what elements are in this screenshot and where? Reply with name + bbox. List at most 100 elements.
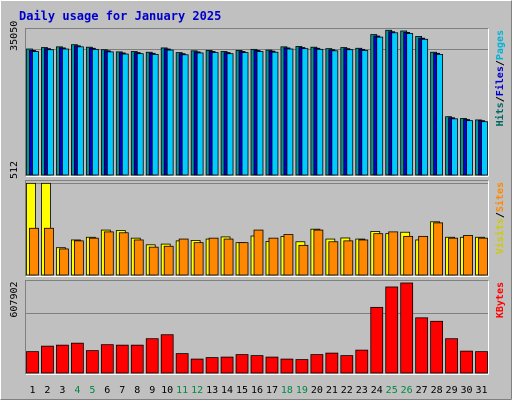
bar-kbytes-day-24: [370, 306, 384, 374]
bar-pages-day-8: [136, 53, 144, 176]
chart-title: Daily usage for January 2025: [19, 9, 221, 23]
bar-kbytes-day-30: [460, 350, 473, 374]
bar-kbytes-day-3: [56, 344, 69, 374]
x-tick-label-day-10: 10: [161, 385, 173, 396]
bar-sites-day-15: [238, 242, 249, 276]
bar-sites-day-7: [118, 232, 129, 276]
panel-bottom: 607902 KBytes: [9, 280, 506, 375]
bar-sites-day-21: [328, 241, 339, 276]
bar-kbytes-day-21: [325, 352, 339, 374]
bar-pages-day-19: [301, 48, 309, 176]
panel-bottom-frame: [25, 280, 489, 375]
bar-sites-day-29: [448, 237, 458, 276]
bar-sites-day-31: [478, 237, 488, 276]
bar-pages-day-12: [196, 52, 204, 176]
x-tick-label-day-1: 1: [29, 385, 35, 396]
bar-pages-day-18: [286, 48, 294, 176]
bar-pages-day-30: [466, 120, 473, 176]
bar-sites-day-10: [163, 245, 174, 276]
bar-sites-day-25: [388, 231, 399, 276]
x-tick-label-day-28: 28: [431, 385, 443, 396]
x-tick-label-day-22: 22: [341, 385, 353, 396]
series-label-files: Files: [494, 66, 506, 96]
bar-sites-day-12: [193, 242, 204, 276]
x-tick-label-day-24: 24: [371, 385, 383, 396]
bar-pages-day-2: [47, 49, 54, 176]
series-label-visits: Visits: [494, 218, 506, 254]
bar-kbytes-day-4: [71, 342, 84, 374]
x-tick-label-day-15: 15: [236, 385, 248, 396]
bar-sites-day-4: [74, 240, 84, 276]
x-tick-label-day-2: 2: [44, 385, 50, 396]
x-tick-label-day-3: 3: [59, 385, 65, 396]
bar-pages-day-6: [106, 51, 114, 176]
bar-kbytes-day-1: [26, 351, 39, 374]
label-separator: /: [495, 212, 506, 218]
series-label-pages: Pages: [495, 30, 506, 60]
bar-pages-day-24: [376, 36, 384, 176]
bar-kbytes-day-9: [145, 338, 159, 374]
bar-pages-day-21: [331, 50, 339, 176]
bar-kbytes-day-8: [130, 344, 144, 374]
label-separator: /: [495, 60, 506, 66]
x-tick-label-day-8: 8: [134, 385, 140, 396]
bar-sites-day-5: [88, 237, 99, 276]
bar-kbytes-day-10: [160, 334, 174, 374]
x-tick-label-day-31: 31: [475, 385, 487, 396]
panel-middle: 512 Visits/Sites: [9, 161, 506, 277]
bar-sites-day-13: [208, 237, 219, 276]
x-tick-label-day-21: 21: [326, 385, 338, 396]
bar-kbytes-day-11: [175, 353, 189, 374]
bar-sites-day-27: [418, 235, 429, 276]
bar-pages-day-25: [391, 32, 399, 176]
panel-middle-frame: [25, 180, 489, 277]
x-tick-label-day-16: 16: [251, 385, 263, 396]
bar-pages-day-15: [241, 52, 249, 176]
bar-sites-day-18: [283, 234, 294, 276]
panel-middle-series-labels: Visits/Sites: [494, 182, 506, 254]
bar-kbytes-day-26: [400, 282, 414, 374]
bar-kbytes-day-12: [190, 358, 204, 374]
panel-top-frame: [25, 28, 489, 177]
bar-sites-day-20: [313, 229, 324, 276]
bar-sites-day-6: [103, 231, 114, 276]
panel-middle-ymax-label: 512: [9, 161, 20, 179]
panel-bottom-series-labels: KBytes: [495, 282, 506, 318]
bar-kbytes-day-20: [310, 354, 324, 374]
bar-sites-day-1: [29, 227, 39, 276]
bar-kbytes-day-17: [265, 356, 279, 374]
bar-kbytes-day-28: [430, 320, 444, 374]
bar-pages-day-7: [121, 53, 129, 176]
x-tick-label-day-5: 5: [89, 385, 95, 396]
bar-sites-day-30: [463, 235, 473, 276]
series-label-hits: Hits: [494, 102, 506, 126]
bar-kbytes-day-5: [85, 350, 99, 374]
bar-pages-day-1: [32, 51, 39, 176]
bar-kbytes-day-29: [445, 338, 458, 374]
bar-pages-day-16: [256, 51, 264, 176]
bar-pages-day-26: [406, 33, 414, 176]
bar-pages-day-28: [436, 54, 444, 176]
x-tick-label-day-12: 12: [191, 385, 203, 396]
panel-top-series-labels: Hits/Files/Pages: [494, 30, 506, 126]
series-label-kbytes: KBytes: [495, 282, 506, 318]
x-tick-label-day-19: 19: [296, 385, 308, 396]
x-tick-label-day-9: 9: [149, 385, 155, 396]
bar-sites-day-28: [433, 222, 444, 276]
x-tick-label-day-7: 7: [119, 385, 125, 396]
bar-pages-day-22: [346, 49, 354, 176]
x-tick-label-day-29: 29: [446, 385, 458, 396]
x-tick-label-day-20: 20: [311, 385, 323, 396]
bar-kbytes-day-23: [355, 349, 369, 374]
bar-pages-day-13: [211, 52, 219, 176]
bar-kbytes-day-18: [280, 358, 294, 374]
x-tick-label-day-30: 30: [461, 385, 473, 396]
x-tick-label-day-23: 23: [356, 385, 368, 396]
x-tick-label-day-25: 25: [386, 385, 398, 396]
bar-kbytes-day-31: [475, 351, 488, 374]
bar-pages-day-29: [451, 118, 458, 176]
bar-pages-day-10: [166, 49, 174, 176]
bar-sites-day-22: [343, 240, 354, 276]
x-tick-label-day-14: 14: [221, 385, 233, 396]
